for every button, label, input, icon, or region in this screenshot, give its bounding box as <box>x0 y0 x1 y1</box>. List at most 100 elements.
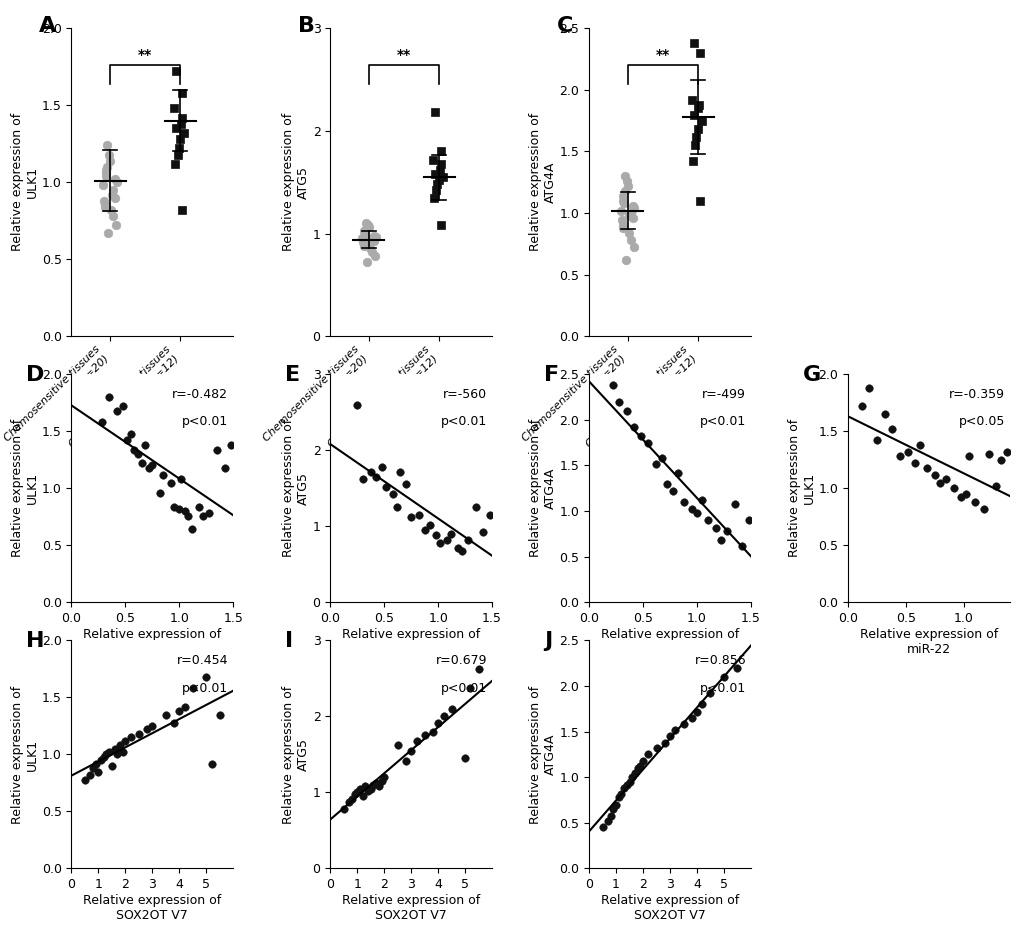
Point <box>354 230 370 245</box>
Point <box>911 437 927 452</box>
Point <box>90 764 106 779</box>
Point <box>443 701 460 716</box>
Point <box>624 198 640 213</box>
Point <box>952 490 968 505</box>
Point <box>707 520 723 535</box>
Point <box>107 190 123 205</box>
Point <box>366 233 382 248</box>
Point <box>94 414 110 430</box>
Text: r=0.454: r=0.454 <box>176 654 228 667</box>
Point <box>860 380 876 396</box>
Point <box>101 390 117 405</box>
Point <box>658 476 675 491</box>
Point <box>432 535 448 550</box>
Point <box>171 131 187 146</box>
Point <box>83 767 99 783</box>
Y-axis label: Relative expression of
ULK1: Relative expression of ULK1 <box>11 685 39 823</box>
Point <box>356 223 372 238</box>
Point <box>152 485 168 500</box>
Text: G: G <box>802 365 820 385</box>
Point <box>614 220 631 235</box>
Point <box>158 707 174 722</box>
Point <box>76 772 93 787</box>
Point <box>634 753 650 768</box>
Point <box>97 199 113 214</box>
Point <box>622 206 638 221</box>
Text: p<0.01: p<0.01 <box>440 415 487 429</box>
Point <box>99 138 115 153</box>
Point <box>999 445 1015 460</box>
Point <box>625 211 641 226</box>
Text: H: H <box>26 632 45 651</box>
Point <box>165 715 181 730</box>
Point <box>683 501 699 516</box>
Point <box>599 814 615 829</box>
Point <box>133 456 150 471</box>
Point <box>602 808 619 823</box>
Point <box>986 479 1003 494</box>
X-axis label: Relative expression of
miR-142: Relative expression of miR-142 <box>84 628 221 656</box>
Text: D: D <box>26 365 45 385</box>
Point <box>438 532 454 548</box>
Text: p<0.01: p<0.01 <box>182 415 228 429</box>
Point <box>122 730 139 745</box>
Point <box>358 215 374 230</box>
Y-axis label: Relative expression of
ULK1: Relative expression of ULK1 <box>787 419 815 557</box>
Point <box>361 220 377 235</box>
Point <box>957 486 973 501</box>
Point <box>365 228 381 244</box>
Text: **: ** <box>396 48 411 62</box>
Point <box>356 238 372 253</box>
Point <box>173 85 190 100</box>
Point <box>685 36 701 51</box>
Point <box>676 495 692 510</box>
Point <box>176 126 193 141</box>
Point <box>614 218 631 233</box>
Point <box>619 403 635 418</box>
Point <box>882 421 899 436</box>
Point <box>343 791 360 806</box>
Point <box>168 121 184 136</box>
Point <box>853 398 869 413</box>
Point <box>430 173 446 188</box>
Point <box>364 231 380 246</box>
X-axis label: Relative expression of
SOX2OT V7: Relative expression of SOX2OT V7 <box>600 894 739 922</box>
Point <box>610 394 627 409</box>
Point <box>106 741 122 756</box>
Point <box>130 447 147 462</box>
Point <box>715 669 732 684</box>
Point <box>626 200 642 215</box>
Point <box>615 195 632 211</box>
Point <box>688 505 704 520</box>
Point <box>184 681 201 696</box>
Point <box>925 467 942 482</box>
Point <box>98 169 114 184</box>
Point <box>876 407 893 422</box>
Point <box>442 527 459 542</box>
Point <box>421 517 437 532</box>
Point <box>403 510 419 525</box>
Point <box>166 101 182 116</box>
Point <box>362 781 378 796</box>
Point <box>171 501 187 516</box>
Point <box>103 202 119 217</box>
Point <box>93 752 109 767</box>
Point <box>426 105 442 120</box>
Point <box>122 426 139 441</box>
Point <box>621 774 637 789</box>
Point <box>424 152 440 167</box>
Point <box>428 183 444 198</box>
Point <box>462 680 478 695</box>
Point <box>102 153 118 168</box>
X-axis label: Relative expression of
miR-22: Relative expression of miR-22 <box>859 628 997 656</box>
Text: r=-499: r=-499 <box>701 388 745 401</box>
Point <box>937 472 954 487</box>
Point <box>155 467 171 482</box>
Point <box>610 790 627 805</box>
Point <box>88 756 104 771</box>
Point <box>101 147 117 162</box>
Point <box>355 789 371 804</box>
Point <box>364 244 380 260</box>
Point <box>612 212 629 228</box>
Point <box>198 669 214 684</box>
